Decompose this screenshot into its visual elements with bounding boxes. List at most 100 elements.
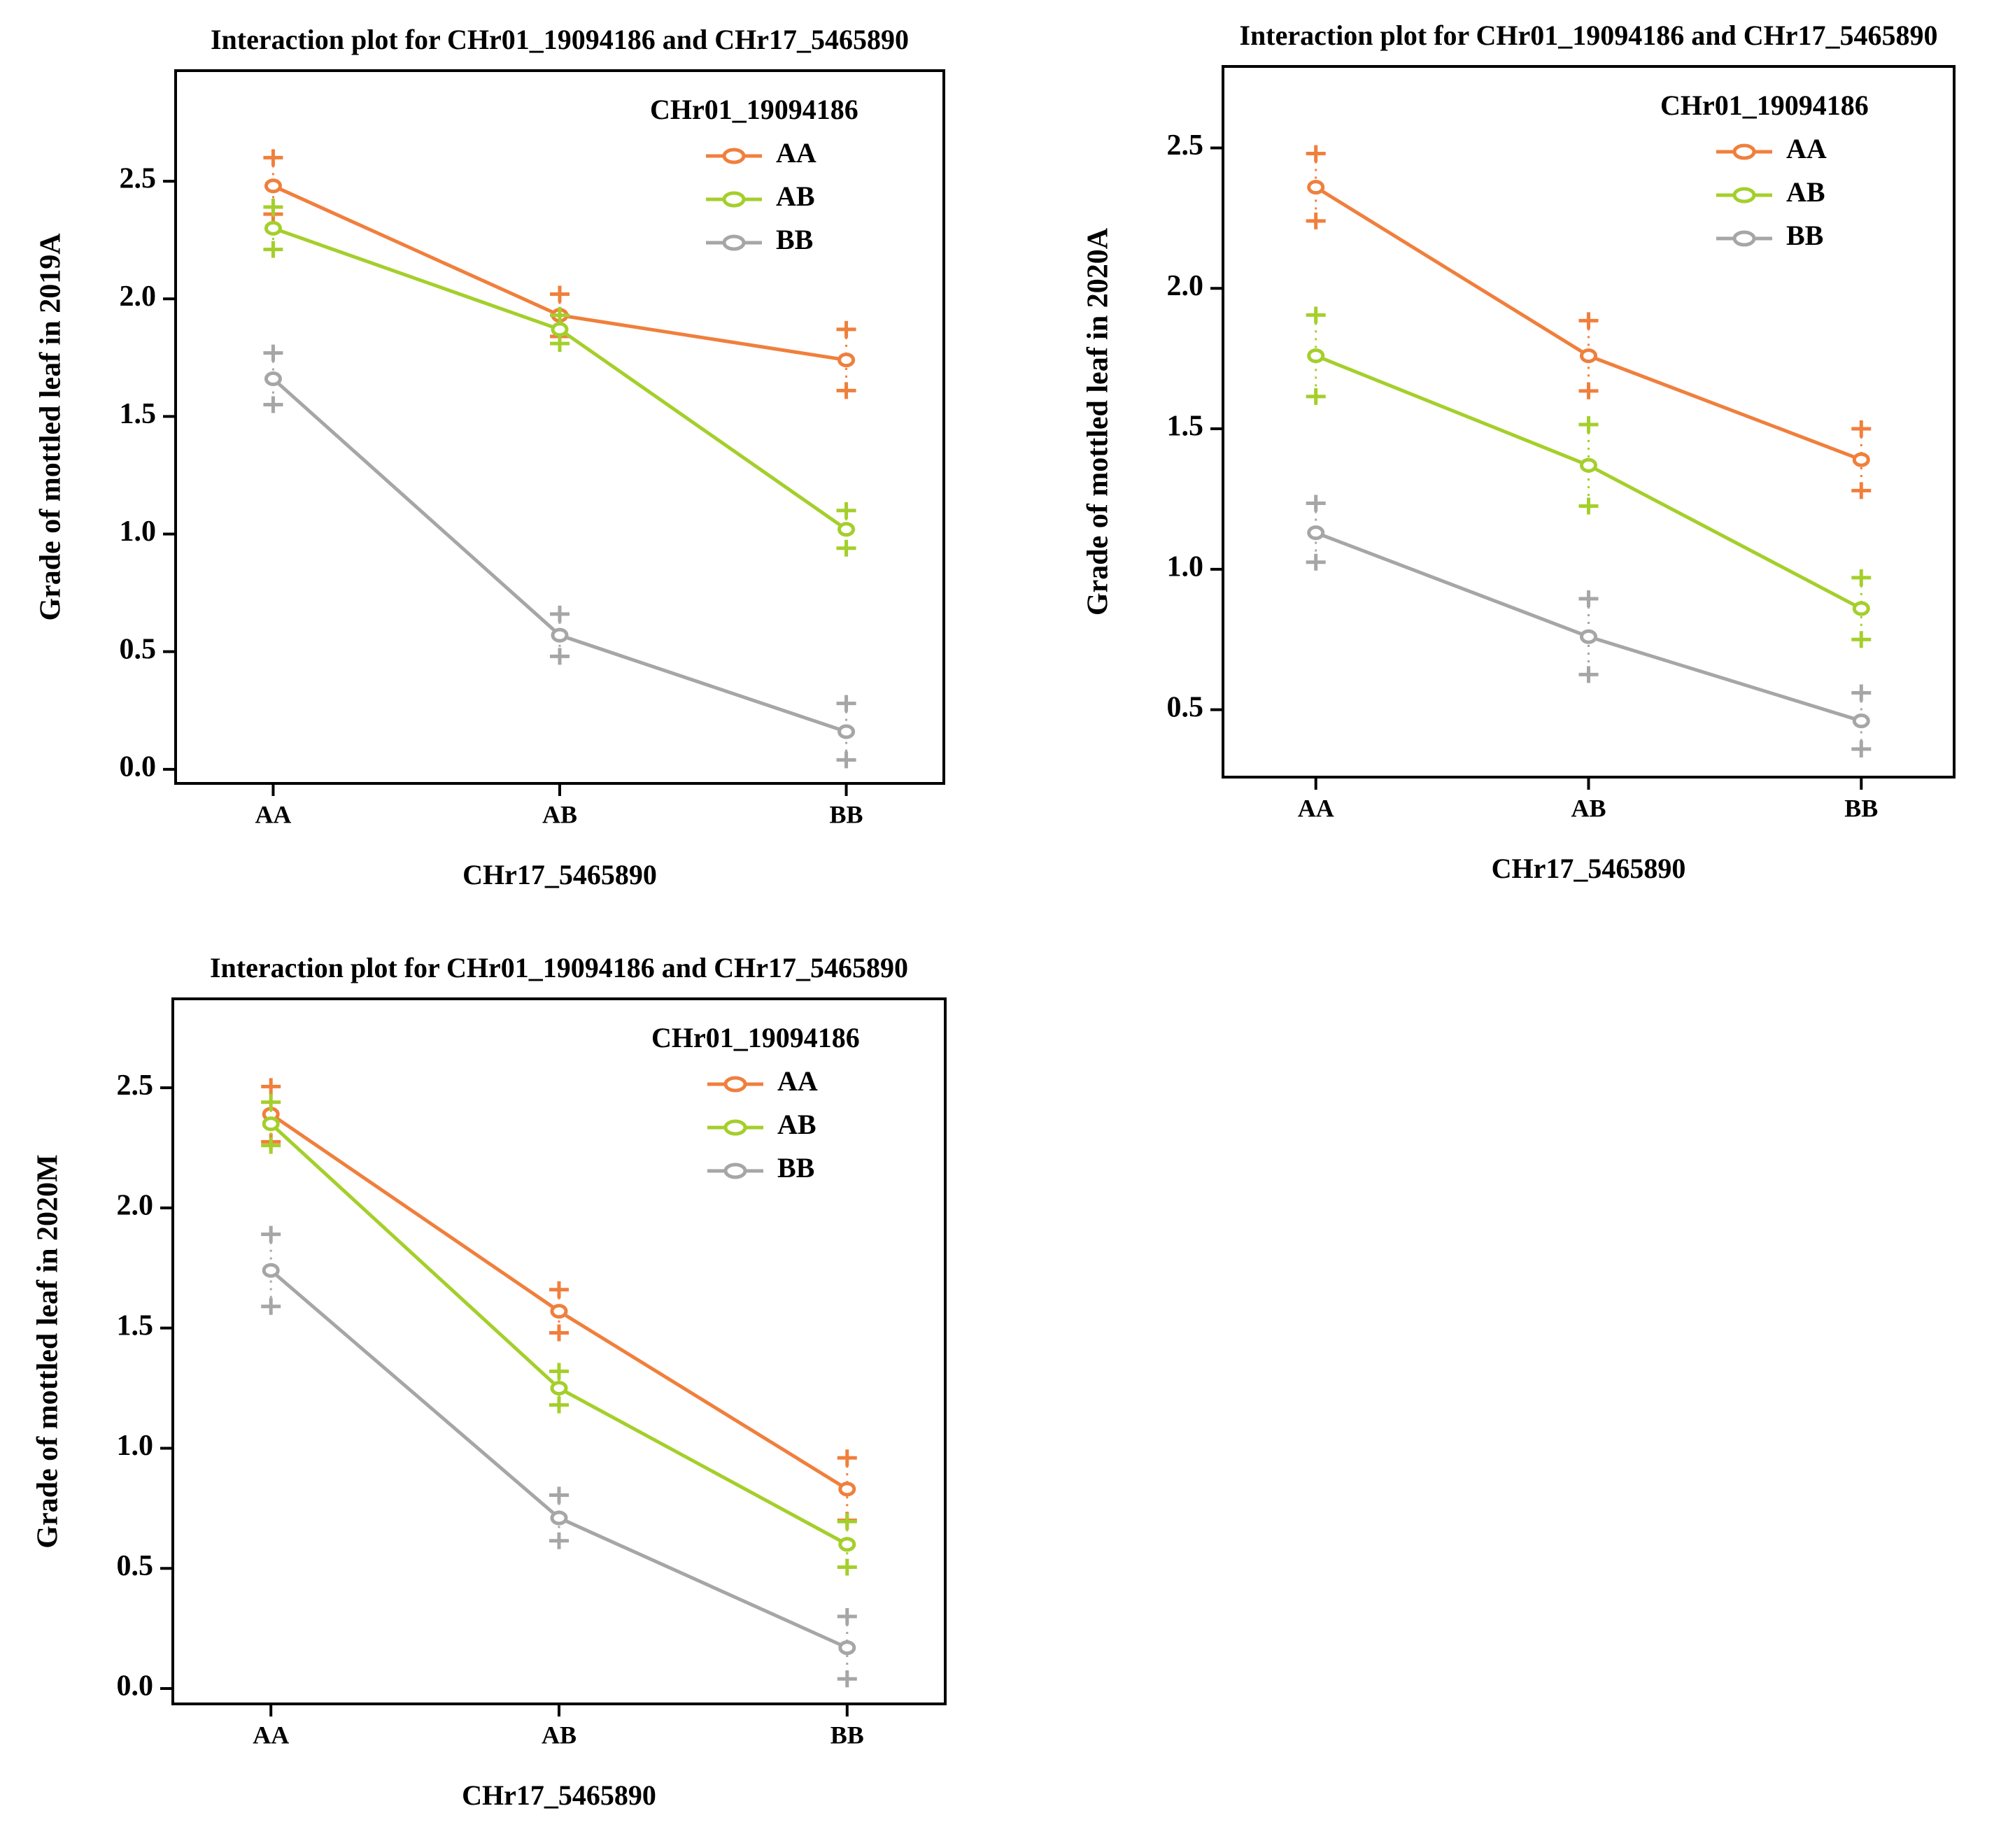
error-bar bbox=[1306, 495, 1326, 571]
mean-point bbox=[550, 1510, 568, 1526]
mean-point bbox=[837, 724, 856, 739]
error-cap bbox=[837, 1449, 857, 1467]
x-tick-label: AB bbox=[542, 1721, 577, 1749]
error-cap bbox=[261, 1093, 281, 1111]
mean-point bbox=[837, 353, 856, 368]
legend-label: AA bbox=[777, 1065, 818, 1097]
x-axis-label: CHr17_5465890 bbox=[1492, 853, 1686, 884]
error-bar bbox=[1306, 306, 1326, 405]
y-tick-label: 2.5 bbox=[117, 1069, 154, 1102]
mean-point bbox=[1852, 713, 1870, 729]
plot-frame bbox=[171, 997, 947, 1705]
error-cap bbox=[1851, 684, 1872, 702]
error-bar bbox=[836, 320, 856, 399]
error-cap bbox=[549, 1281, 569, 1298]
error-cap bbox=[1306, 212, 1326, 229]
error-cap bbox=[261, 1225, 281, 1243]
x-tick-label: AA bbox=[255, 800, 291, 828]
chart-panel: Interaction plot for CHr01_19094186 and … bbox=[1082, 20, 1956, 884]
error-cap bbox=[836, 539, 856, 557]
chart-panel: Interaction plot for CHr01_19094186 and … bbox=[32, 952, 947, 1811]
error-bar bbox=[1578, 590, 1599, 683]
error-cap bbox=[836, 751, 856, 769]
error-cap bbox=[549, 1532, 569, 1549]
legend-label: BB bbox=[777, 1152, 814, 1184]
error-cap bbox=[836, 695, 856, 712]
error-cap bbox=[837, 1513, 857, 1530]
y-axis-label: Grade of mottled leaf in 2020A bbox=[1082, 227, 1115, 616]
error-cap bbox=[1306, 495, 1326, 512]
y-tick-label: 0.0 bbox=[117, 1670, 154, 1703]
error-cap bbox=[1851, 631, 1872, 648]
legend-marker bbox=[722, 148, 746, 164]
legend-marker bbox=[722, 191, 746, 208]
error-cap bbox=[263, 199, 283, 216]
legend-marker bbox=[1732, 187, 1756, 204]
error-cap bbox=[550, 648, 570, 665]
x-tick-label: AA bbox=[1298, 794, 1334, 822]
error-bar bbox=[1578, 416, 1599, 515]
error-cap bbox=[550, 605, 570, 623]
x-tick-label: AB bbox=[1571, 794, 1606, 822]
x-axis-label: CHr17_5465890 bbox=[462, 1779, 656, 1811]
error-bar bbox=[1306, 145, 1326, 229]
legend-marker bbox=[1732, 143, 1756, 160]
error-cap bbox=[550, 285, 570, 303]
error-cap bbox=[549, 1324, 569, 1342]
error-bar bbox=[550, 605, 570, 665]
mean-point bbox=[837, 522, 856, 537]
mean-point bbox=[838, 1537, 856, 1552]
error-cap bbox=[263, 344, 283, 362]
error-cap bbox=[837, 1670, 857, 1688]
mean-point bbox=[551, 627, 569, 643]
y-tick-label: 1.5 bbox=[117, 1309, 154, 1342]
legend-title: CHr01_19094186 bbox=[650, 94, 858, 125]
error-cap bbox=[1851, 569, 1872, 586]
x-axis-label: CHr17_5465890 bbox=[462, 859, 657, 890]
x-tick-label: BB bbox=[1844, 794, 1878, 822]
mean-point bbox=[262, 1263, 280, 1278]
legend-label: AA bbox=[1786, 133, 1827, 164]
error-cap bbox=[549, 1396, 569, 1414]
mean-point bbox=[550, 1381, 568, 1396]
error-cap bbox=[836, 320, 856, 338]
series-line bbox=[271, 377, 847, 734]
y-axis-label: Grade of mottled leaf in 2020M bbox=[32, 1154, 64, 1548]
error-bar bbox=[549, 1486, 569, 1549]
plot-frame bbox=[174, 69, 945, 785]
error-cap bbox=[1578, 666, 1599, 683]
y-tick-label: 2.0 bbox=[1167, 270, 1204, 302]
error-bar bbox=[550, 306, 570, 353]
mean-point bbox=[264, 178, 282, 194]
y-tick-label: 2.0 bbox=[117, 1190, 154, 1222]
error-cap bbox=[261, 1298, 281, 1315]
mean-point bbox=[264, 220, 282, 236]
error-cap bbox=[836, 502, 856, 519]
mean-point bbox=[838, 1481, 856, 1497]
error-cap bbox=[550, 335, 570, 353]
error-cap bbox=[1578, 416, 1599, 434]
y-tick-label: 0.0 bbox=[120, 751, 157, 783]
error-cap bbox=[1578, 382, 1599, 399]
y-axis-label: Grade of mottled leaf in 2019A bbox=[35, 233, 67, 621]
x-tick-label: BB bbox=[830, 1721, 864, 1749]
error-bar bbox=[837, 1513, 857, 1576]
error-cap bbox=[836, 382, 856, 399]
error-cap bbox=[1306, 306, 1326, 324]
error-cap bbox=[837, 1607, 857, 1625]
y-tick-label: 1.5 bbox=[120, 398, 157, 430]
mean-point bbox=[1852, 601, 1870, 616]
error-cap bbox=[550, 306, 570, 324]
legend-label: BB bbox=[1786, 220, 1823, 251]
mean-point bbox=[264, 371, 282, 387]
error-bar bbox=[263, 199, 283, 258]
chart-title: Interaction plot for CHr01_19094186 and … bbox=[1239, 20, 1937, 51]
error-cap bbox=[1851, 482, 1872, 499]
error-cap bbox=[549, 1486, 569, 1504]
mean-point bbox=[1307, 525, 1325, 541]
mean-point bbox=[551, 322, 569, 337]
legend-label: AB bbox=[776, 180, 815, 212]
series-line bbox=[1315, 531, 1862, 723]
error-cap bbox=[1578, 312, 1599, 329]
y-tick-label: 0.5 bbox=[117, 1550, 154, 1582]
